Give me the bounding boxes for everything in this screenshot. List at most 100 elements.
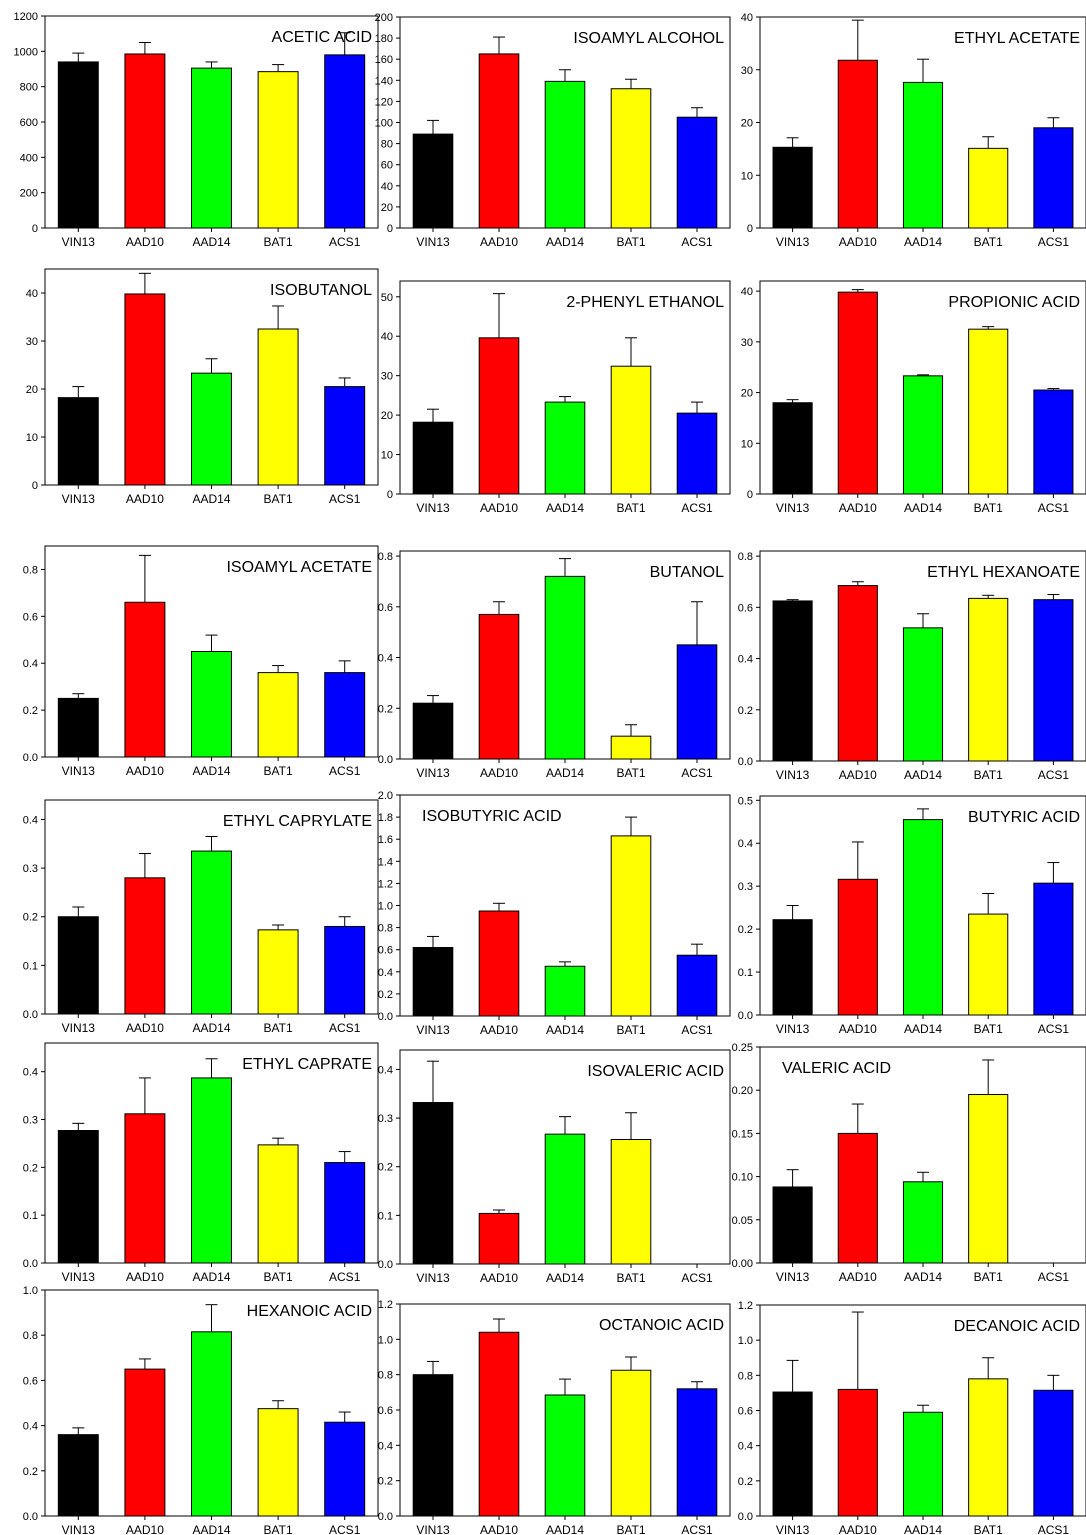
bar-aad10: [478, 53, 520, 229]
y-tick-label: 0.4: [378, 1064, 393, 1076]
panel-title: ISOBUTANOL: [270, 282, 372, 299]
y-tick-label: 50: [381, 292, 393, 304]
y-tick-label: 60: [381, 160, 393, 172]
category-label-aad14: AAD14: [546, 1523, 584, 1535]
y-tick-label: 0.20: [732, 1085, 753, 1097]
panel-decanoic-acid: 0.0 0.2 0.4 0.6 0.8 1.0 1.2 VIN13 AAD10 AAD14 BAT1…: [738, 1300, 1086, 1535]
panel-acetic-acid: 0 200 400 600 800 1000 1200 VIN13 AAD10 AAD14 BAT1…: [14, 11, 379, 249]
panel-propionic-acid: 0 10 20 30 40 VIN13 AAD10 AAD14 BAT1 ACS1 PROPIONI…: [741, 280, 1086, 515]
bar-aad10: [124, 877, 166, 1015]
y-tick-label: 10: [741, 170, 753, 182]
category-label-aad10: AAD10: [480, 1523, 518, 1535]
panel-octanoic-acid: 0.0 0.2 0.4 0.6 0.8 1.0 1.2 VIN13 AAD10 AAD14 BAT1…: [378, 1299, 731, 1535]
category-label-aad10: AAD10: [839, 1270, 877, 1284]
y-tick-label: 600: [20, 117, 38, 129]
bar-aad14: [544, 965, 586, 1017]
category-label-bat1: BAT1: [616, 1271, 645, 1285]
y-tick-label: 1.0: [738, 1335, 753, 1347]
category-label-bat1: BAT1: [974, 1270, 1003, 1284]
bar-aad14: [191, 850, 232, 1015]
bar-aad10: [837, 291, 878, 495]
y-tick-label: 0.6: [738, 1406, 753, 1418]
y-tick-label: 0.0: [738, 756, 753, 768]
y-tick-label: 0.6: [23, 611, 38, 623]
bar-bat1: [968, 1378, 1009, 1517]
y-tick-label: 2.0: [378, 790, 393, 802]
bar-aad14: [191, 1331, 232, 1517]
y-tick-label: 0.2: [378, 703, 393, 715]
category-label-bat1: BAT1: [264, 764, 293, 778]
category-label-aad10: AAD10: [126, 235, 164, 249]
bar-aad10: [837, 878, 878, 1016]
category-label-acs1: ACS1: [681, 501, 713, 515]
category-label-bat1: BAT1: [974, 235, 1003, 249]
panel-isobutanol: 0 10 20 30 40 VIN13 AAD10 AAD14 BAT1 ACS1 ISOBUTAN…: [26, 268, 379, 506]
y-tick-label: 0.4: [23, 814, 38, 826]
y-tick-label: 1000: [14, 46, 38, 58]
y-tick-label: 160: [375, 54, 393, 66]
y-tick-label: 0.8: [378, 1370, 393, 1382]
y-tick-label: 1.4: [378, 856, 393, 868]
category-label-aad10: AAD10: [480, 766, 518, 780]
y-tick-label: 80: [381, 139, 393, 151]
bar-acs1: [324, 925, 366, 1015]
panel-title: ETHYL CAPRYLATE: [223, 813, 372, 830]
category-label-vin13: VIN13: [776, 1022, 810, 1036]
y-tick-label: 800: [20, 82, 38, 94]
bar-bat1: [257, 328, 299, 486]
bar-acs1: [676, 644, 718, 760]
y-tick-label: 180: [375, 33, 393, 45]
y-tick-label: 400: [20, 152, 38, 164]
category-label-aad10: AAD10: [126, 1523, 164, 1535]
bar-aad14: [902, 627, 944, 762]
panel-hexanoic-acid: 0.0 0.2 0.4 0.6 0.8 1.0 VIN13 AAD10 AAD14 BAT1 ACS…: [23, 1285, 379, 1535]
y-tick-label: 0.2: [378, 989, 393, 1001]
bar-aad10: [478, 910, 520, 1017]
y-tick-label: 100: [375, 118, 393, 130]
y-tick-label: 0.05: [732, 1215, 753, 1227]
category-label-vin13: VIN13: [776, 1270, 810, 1284]
y-tick-label: 0.2: [23, 705, 38, 717]
category-label-vin13: VIN13: [62, 492, 96, 506]
panel-title: BUTYRIC ACID: [968, 809, 1080, 826]
bar-bat1: [257, 1144, 299, 1264]
y-tick-label: 0.5: [738, 795, 753, 807]
category-label-acs1: ACS1: [681, 1023, 713, 1037]
bar-vin13: [57, 61, 99, 229]
y-tick-label: 0.3: [23, 1115, 38, 1127]
y-tick-label: 0.8: [23, 1330, 38, 1342]
category-label-acs1: ACS1: [1038, 1270, 1070, 1284]
y-tick-label: 1.6: [378, 834, 393, 846]
bar-acs1: [676, 412, 718, 495]
category-label-bat1: BAT1: [616, 235, 645, 249]
bar-bat1: [968, 1094, 1009, 1264]
bar-aad10: [837, 585, 878, 762]
y-tick-label: 30: [381, 371, 393, 383]
panel-title: OCTANOIC ACID: [599, 1317, 724, 1334]
bar-aad10: [124, 53, 166, 229]
category-label-vin13: VIN13: [416, 1271, 450, 1285]
bar-aad10: [837, 1132, 878, 1264]
category-label-acs1: ACS1: [1038, 768, 1070, 782]
y-tick-label: 10: [26, 432, 38, 444]
category-label-bat1: BAT1: [264, 1270, 293, 1284]
y-tick-label: 20: [741, 388, 753, 400]
y-tick-label: 1.0: [378, 1334, 393, 1346]
y-tick-label: 0.8: [378, 551, 393, 563]
category-label-aad14: AAD14: [904, 1523, 942, 1535]
panel-title: ETHYL CAPRATE: [242, 1056, 372, 1073]
y-tick-label: 30: [741, 337, 753, 349]
bar-bat1: [968, 913, 1009, 1016]
bar-aad10: [478, 613, 520, 760]
y-tick-label: 140: [375, 75, 393, 87]
category-label-aad10: AAD10: [480, 501, 518, 515]
y-tick-label: 40: [741, 286, 753, 298]
y-tick-label: 0.0: [23, 1511, 38, 1523]
y-tick-label: 0.2: [738, 1476, 753, 1488]
y-tick-label: 1.2: [738, 1300, 753, 1312]
category-label-bat1: BAT1: [974, 768, 1003, 782]
category-label-aad14: AAD14: [192, 764, 230, 778]
panel-isoamyl-acetate: 0.0 0.2 0.4 0.6 0.8 VIN13 AAD10 AAD14 BAT1 ACS1 IS…: [23, 545, 379, 778]
category-label-aad14: AAD14: [192, 1021, 230, 1035]
category-label-bat1: BAT1: [264, 1021, 293, 1035]
